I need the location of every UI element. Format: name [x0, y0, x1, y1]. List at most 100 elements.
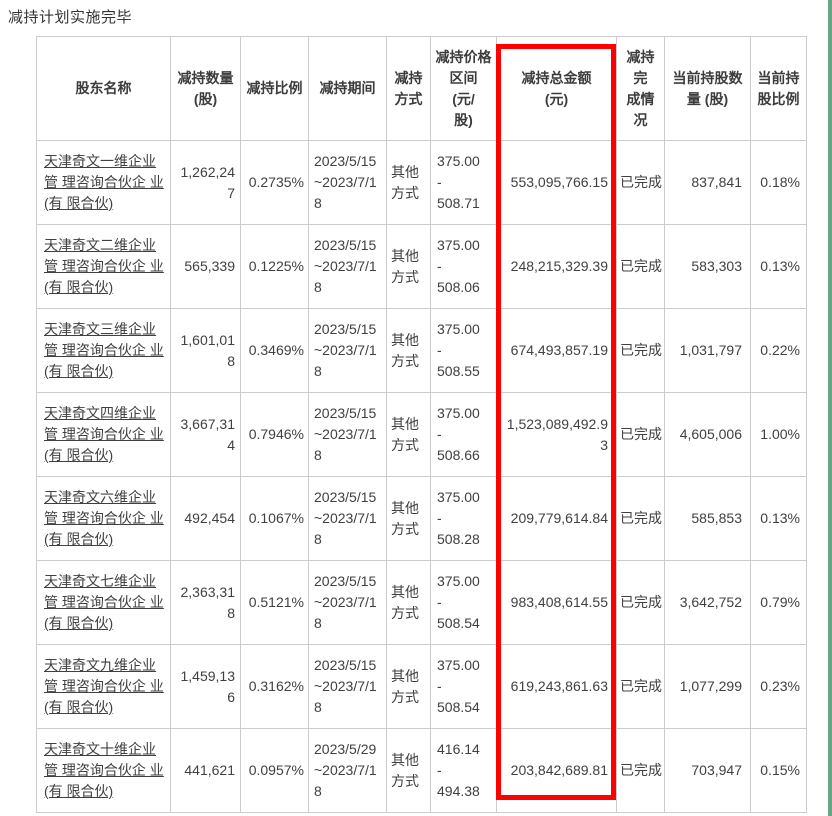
reduction-ratio-cell: 0.0957% [240, 728, 309, 813]
current-holding-qty-cell: 4,605,006 [664, 392, 751, 477]
reduction-period-cell: 2023/5/15~2023/7/18 [308, 560, 387, 645]
shareholder-name-link[interactable]: 天津奇文九维企业管 理咨询合伙企 业 (有 限合伙) [44, 657, 164, 715]
reduction-period-cell: 2023/5/15~2023/7/18 [308, 392, 387, 477]
table-row: 天津奇文三维企业管 理咨询合伙企 业 (有 限合伙) 1,601,018 0.3… [36, 308, 807, 393]
current-holding-qty-cell: 1,077,299 [664, 644, 751, 729]
current-holding-qty-cell: 3,642,752 [664, 560, 751, 645]
right-edge-strip [828, 0, 832, 816]
reduction-period-cell: 2023/5/29~2023/7/18 [308, 728, 387, 813]
reduction-method-cell: 其他方式 [386, 476, 431, 561]
column-header-shareholder-name: 股东名称 [36, 36, 171, 141]
reduction-qty-cell: 1,459,136 [170, 644, 241, 729]
reduction-qty-cell: 441,621 [170, 728, 241, 813]
reduction-method-cell: 其他方式 [386, 308, 431, 393]
current-holding-qty-cell: 1,031,797 [664, 308, 751, 393]
reduction-ratio-cell: 0.1225% [240, 224, 309, 309]
table-row: 天津奇文十维企业管 理咨询合伙企 业 (有 限合伙) 441,621 0.095… [36, 728, 807, 813]
completion-status-cell: 已完成 [616, 644, 665, 729]
reduction-method-cell: 其他方式 [386, 644, 431, 729]
reduction-qty-cell: 1,262,247 [170, 140, 241, 225]
price-range-cell: 375.00 - 508.55 [430, 308, 497, 393]
current-holding-ratio-cell: 0.15% [750, 728, 807, 813]
reduction-qty-cell: 3,667,314 [170, 392, 241, 477]
reduction-ratio-cell: 0.2735% [240, 140, 309, 225]
shareholder-name-link[interactable]: 天津奇文六维企业管 理咨询合伙企 业 (有 限合伙) [44, 489, 164, 547]
table-row: 天津奇文九维企业管 理咨询合伙企 业 (有 限合伙) 1,459,136 0.3… [36, 644, 807, 729]
column-header-reduction-period: 减持期间 [308, 36, 387, 141]
table-row: 天津奇文七维企业管 理咨询合伙企 业 (有 限合伙) 2,363,318 0.5… [36, 560, 807, 645]
column-header-reduction-qty: 减持数量 (股) [170, 36, 241, 141]
table-row: 天津奇文六维企业管 理咨询合伙企 业 (有 限合伙) 492,454 0.106… [36, 476, 807, 561]
current-holding-ratio-cell: 0.23% [750, 644, 807, 729]
reduction-period-cell: 2023/5/15~2023/7/18 [308, 224, 387, 309]
completion-status-cell: 已完成 [616, 140, 665, 225]
shareholder-name-link[interactable]: 天津奇文四维企业管 理咨询合伙企 业 (有 限合伙) [44, 405, 164, 463]
reduction-period-cell: 2023/5/15~2023/7/18 [308, 308, 387, 393]
reduction-ratio-cell: 0.3162% [240, 644, 309, 729]
shareholder-name-cell: 天津奇文四维企业管 理咨询合伙企 业 (有 限合伙) [36, 392, 171, 477]
price-range-cell: 416.14 - 494.38 [430, 728, 497, 813]
page-title: 减持计划实施完毕 [8, 9, 133, 26]
reduction-method-cell: 其他方式 [386, 392, 431, 477]
price-range-cell: 375.00 - 508.54 [430, 560, 497, 645]
total-amount-cell: 248,215,329.39 [496, 224, 617, 309]
reduction-table: 股东名称 减持数量 (股) 减持比例 减持期间 减持 方式 减持价格 区间 (元… [36, 36, 807, 813]
column-header-reduction-method: 减持 方式 [386, 36, 431, 141]
reduction-ratio-cell: 0.1067% [240, 476, 309, 561]
price-range-cell: 375.00 - 508.06 [430, 224, 497, 309]
shareholder-name-link[interactable]: 天津奇文七维企业管 理咨询合伙企 业 (有 限合伙) [44, 573, 164, 631]
current-holding-ratio-cell: 0.22% [750, 308, 807, 393]
table-row: 天津奇文二维企业管 理咨询合伙企 业 (有 限合伙) 565,339 0.122… [36, 224, 807, 309]
current-holding-ratio-cell: 0.18% [750, 140, 807, 225]
shareholder-name-link[interactable]: 天津奇文一维企业管 理咨询合伙企 业 (有 限合伙) [44, 153, 164, 211]
shareholder-name-link[interactable]: 天津奇文十维企业管 理咨询合伙企 业 (有 限合伙) [44, 741, 164, 799]
current-holding-qty-cell: 585,853 [664, 476, 751, 561]
shareholder-name-cell: 天津奇文七维企业管 理咨询合伙企 业 (有 限合伙) [36, 560, 171, 645]
completion-status-cell: 已完成 [616, 728, 665, 813]
column-header-reduction-ratio: 减持比例 [240, 36, 309, 141]
shareholder-name-cell: 天津奇文六维企业管 理咨询合伙企 业 (有 限合伙) [36, 476, 171, 561]
shareholder-name-link[interactable]: 天津奇文三维企业管 理咨询合伙企 业 (有 限合伙) [44, 321, 164, 379]
reduction-method-cell: 其他方式 [386, 560, 431, 645]
table-row: 天津奇文四维企业管 理咨询合伙企 业 (有 限合伙) 3,667,314 0.7… [36, 392, 807, 477]
column-header-total-amount: 减持总金额 (元) [496, 36, 617, 141]
reduction-ratio-cell: 0.7946% [240, 392, 309, 477]
shareholder-name-cell: 天津奇文十维企业管 理咨询合伙企 业 (有 限合伙) [36, 728, 171, 813]
current-holding-qty-cell: 837,841 [664, 140, 751, 225]
total-amount-cell: 1,523,089,492.93 [496, 392, 617, 477]
column-header-current-holding-ratio: 当前持 股比例 [750, 36, 807, 141]
shareholder-name-cell: 天津奇文一维企业管 理咨询合伙企 业 (有 限合伙) [36, 140, 171, 225]
shareholder-name-link[interactable]: 天津奇文二维企业管 理咨询合伙企 业 (有 限合伙) [44, 237, 164, 295]
reduction-ratio-cell: 0.3469% [240, 308, 309, 393]
shareholder-name-cell: 天津奇文二维企业管 理咨询合伙企 业 (有 限合伙) [36, 224, 171, 309]
reduction-period-cell: 2023/5/15~2023/7/18 [308, 476, 387, 561]
current-holding-qty-cell: 703,947 [664, 728, 751, 813]
price-range-cell: 375.00 - 508.71 [430, 140, 497, 225]
price-range-cell: 375.00 - 508.54 [430, 644, 497, 729]
reduction-period-cell: 2023/5/15~2023/7/18 [308, 644, 387, 729]
price-range-cell: 375.00 - 508.28 [430, 476, 497, 561]
current-holding-ratio-cell: 0.13% [750, 476, 807, 561]
reduction-qty-cell: 492,454 [170, 476, 241, 561]
completion-status-cell: 已完成 [616, 560, 665, 645]
completion-status-cell: 已完成 [616, 476, 665, 561]
completion-status-cell: 已完成 [616, 392, 665, 477]
reduction-ratio-cell: 0.5121% [240, 560, 309, 645]
column-header-completion-status: 减持完 成情况 [616, 36, 665, 141]
total-amount-cell: 203,842,689.81 [496, 728, 617, 813]
current-holding-ratio-cell: 1.00% [750, 392, 807, 477]
total-amount-cell: 619,243,861.63 [496, 644, 617, 729]
current-holding-ratio-cell: 0.79% [750, 560, 807, 645]
reduction-method-cell: 其他方式 [386, 224, 431, 309]
completion-status-cell: 已完成 [616, 308, 665, 393]
shareholder-name-cell: 天津奇文三维企业管 理咨询合伙企 业 (有 限合伙) [36, 308, 171, 393]
shareholder-name-cell: 天津奇文九维企业管 理咨询合伙企 业 (有 限合伙) [36, 644, 171, 729]
reduction-method-cell: 其他方式 [386, 728, 431, 813]
reduction-qty-cell: 565,339 [170, 224, 241, 309]
current-holding-qty-cell: 583,303 [664, 224, 751, 309]
total-amount-cell: 209,779,614.84 [496, 476, 617, 561]
column-header-current-holding-qty: 当前持股数 量 (股) [664, 36, 751, 141]
reduction-period-cell: 2023/5/15~2023/7/18 [308, 140, 387, 225]
price-range-cell: 375.00 - 508.66 [430, 392, 497, 477]
total-amount-cell: 553,095,766.15 [496, 140, 617, 225]
